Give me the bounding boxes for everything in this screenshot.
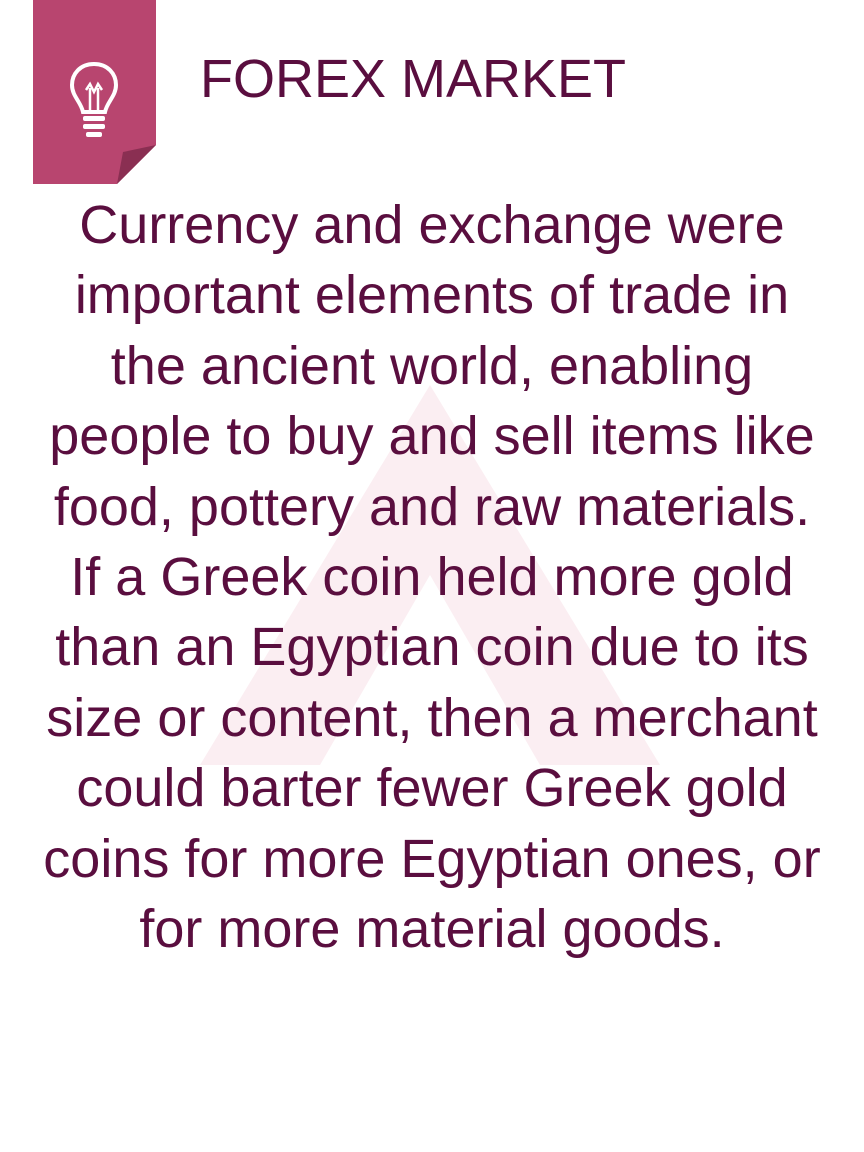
slide-body: Currency and exchange were important ele… [30, 190, 834, 964]
paragraph-greek-coin: If a Greek coin held more gold than an E… [43, 547, 821, 960]
slide-title: FOREX MARKET [200, 49, 627, 109]
watermark-logo [200, 385, 660, 765]
paragraph-currency: Currency and exchange were important ele… [49, 195, 815, 537]
lightbulb-icon [69, 61, 119, 137]
